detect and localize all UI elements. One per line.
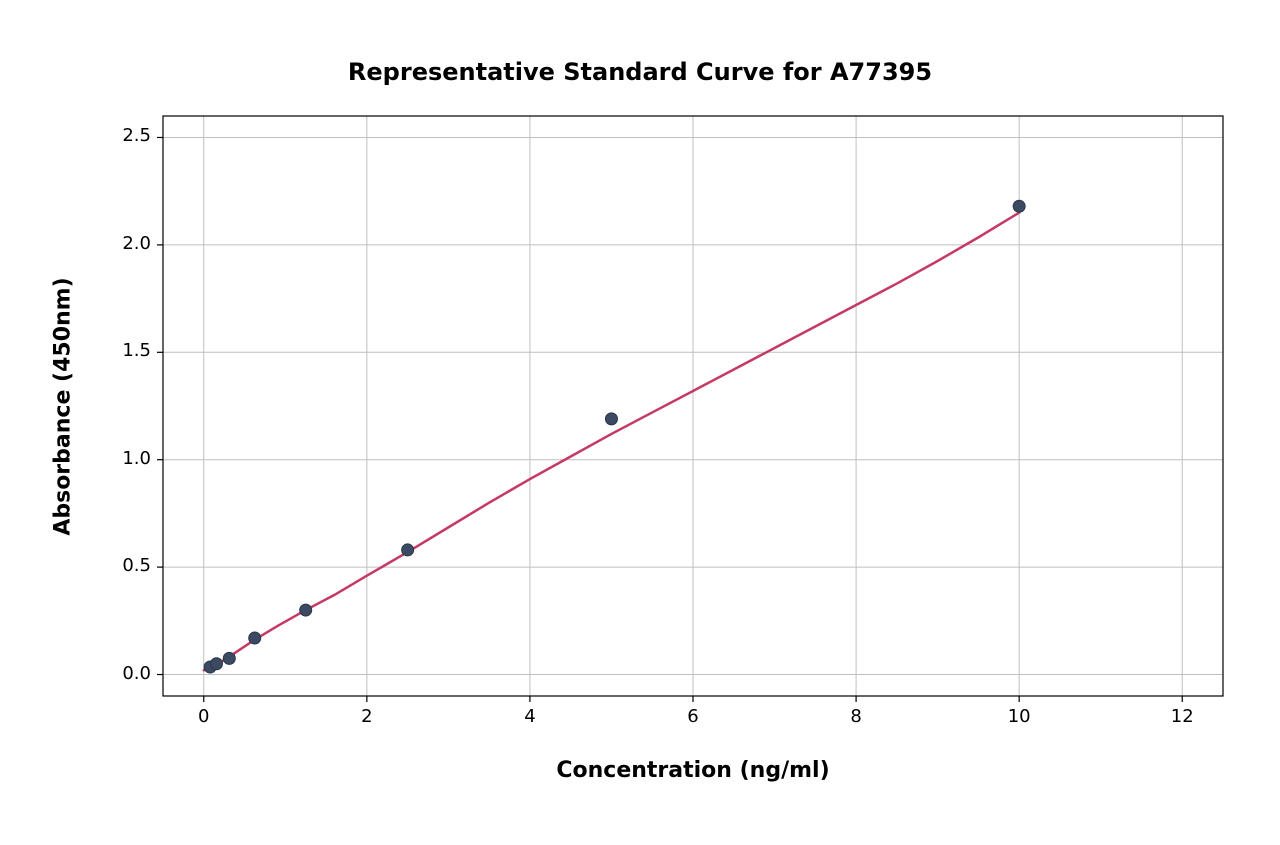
x-axis-label: Concentration (ng/ml): [163, 758, 1223, 783]
x-tick-label: 6: [663, 706, 723, 727]
x-tick-label: 10: [989, 706, 1049, 727]
y-tick-label: 0.5: [91, 555, 151, 576]
chart-title: Representative Standard Curve for A77395: [0, 58, 1280, 86]
y-tick-label: 1.0: [91, 448, 151, 469]
standard-curve-chart: Representative Standard Curve for A77395…: [0, 0, 1280, 845]
x-tick-label: 2: [337, 706, 397, 727]
x-tick-label: 8: [826, 706, 886, 727]
x-tick-label: 0: [174, 706, 234, 727]
x-tick-label: 4: [500, 706, 560, 727]
y-tick-label: 2.0: [91, 233, 151, 254]
y-tick-label: 2.5: [91, 125, 151, 146]
y-tick-label: 1.5: [91, 340, 151, 361]
x-tick-label: 12: [1152, 706, 1212, 727]
y-axis-label: Absorbance (450nm): [51, 157, 76, 657]
y-tick-label: 0.0: [91, 663, 151, 684]
